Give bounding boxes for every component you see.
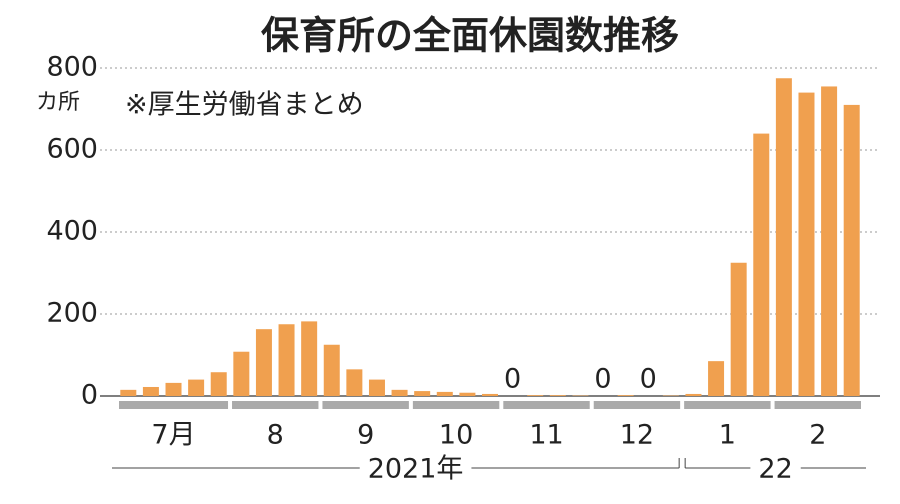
bar: [775, 78, 792, 396]
bar: [368, 379, 385, 396]
bar: [142, 386, 159, 396]
bar: [730, 262, 747, 396]
month-label: 10: [439, 420, 473, 451]
value-label: 0: [504, 364, 521, 395]
month-bar: [593, 401, 681, 409]
bar: [843, 104, 860, 397]
month-bar: [503, 401, 590, 409]
y-tick-label: 200: [46, 298, 98, 329]
y-unit: カ所: [36, 90, 80, 115]
month-bar: [232, 401, 319, 409]
bar: [708, 361, 725, 396]
month-label: 2: [809, 420, 826, 451]
y-tick-label: 400: [46, 216, 98, 247]
month-bar: [684, 401, 771, 409]
month-label: 9: [357, 420, 374, 451]
month-label: 11: [529, 420, 563, 451]
y-tick-label: 800: [46, 52, 98, 83]
bar: [391, 389, 408, 396]
year-label: 2021年: [368, 454, 464, 485]
value-label: 0: [594, 364, 611, 395]
bar: [685, 393, 702, 396]
bar: [233, 351, 250, 396]
y-tick-label: 0: [81, 380, 98, 411]
bar: [436, 391, 453, 396]
bar: [301, 321, 318, 396]
bar: [798, 92, 815, 396]
month-label: 1: [719, 420, 736, 451]
bar: [482, 393, 498, 396]
bar: [120, 389, 137, 396]
year-label: 22: [758, 454, 792, 485]
month-label: 7月: [151, 420, 195, 451]
y-tick-label: 600: [46, 134, 98, 165]
chart-title: 保育所の全面休園数推移: [261, 14, 679, 58]
bar: [278, 324, 295, 396]
bar: [617, 395, 634, 396]
month-bar: [774, 401, 861, 409]
bar: [527, 395, 544, 396]
bar: [255, 329, 272, 396]
month-label: 12: [620, 420, 654, 451]
bar: [323, 344, 340, 396]
bar: [753, 133, 770, 396]
source-note: ※厚生労働省まとめ: [125, 90, 364, 121]
bar: [165, 382, 182, 396]
value-label: 0: [640, 364, 657, 395]
month-bar: [119, 401, 229, 409]
bar: [346, 369, 363, 396]
month-bar: [322, 401, 409, 409]
bar: [414, 391, 431, 396]
bar: [821, 86, 838, 396]
bar: [210, 372, 227, 396]
bar: [459, 392, 476, 396]
month-bar: [412, 401, 500, 409]
bar: [188, 379, 205, 396]
bar: [549, 395, 566, 396]
month-label: 8: [267, 420, 284, 451]
